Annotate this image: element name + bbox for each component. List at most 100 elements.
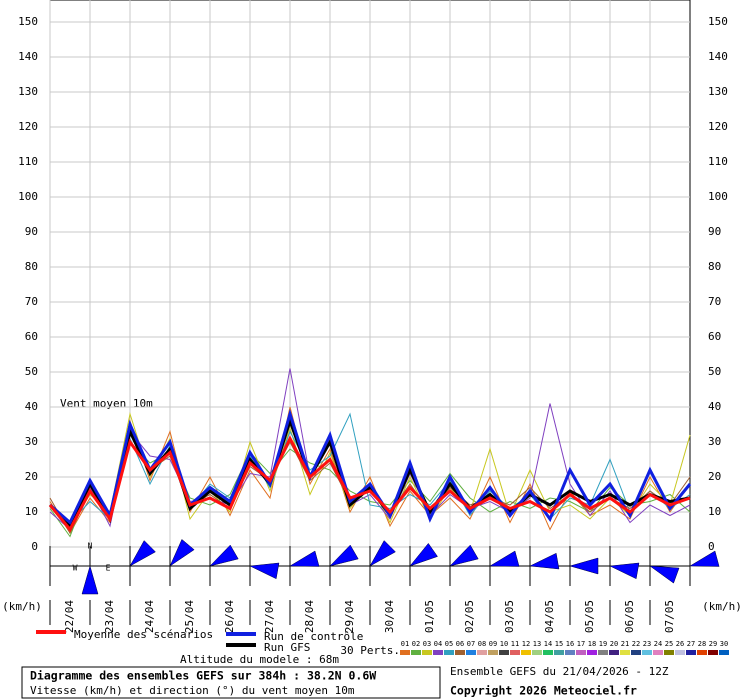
- y-tick-label: 100: [18, 190, 38, 203]
- legend-label: 07: [467, 640, 475, 648]
- legend-swatch: [499, 650, 509, 655]
- y-tick-label: 10: [708, 505, 721, 518]
- legend-label: 08: [478, 640, 486, 648]
- x-tick-label: 07/05: [663, 600, 676, 633]
- perturbations-title: 30 Perts.: [340, 644, 400, 657]
- legend-swatch: [631, 650, 641, 655]
- legend-swatch: [543, 650, 553, 655]
- legend-label: 14: [544, 640, 552, 648]
- legend-swatch: [455, 650, 465, 655]
- legend-swatch: [708, 650, 718, 655]
- legend-label: 23: [643, 640, 651, 648]
- y-tick-label: 70: [25, 295, 38, 308]
- y-tick-label: 40: [25, 400, 38, 413]
- legend-swatch: [433, 650, 443, 655]
- legend-label: 24: [654, 640, 662, 648]
- legend-label: 01: [401, 640, 409, 648]
- legend-swatch: [565, 650, 575, 655]
- legend-label: 02: [412, 640, 420, 648]
- legend-swatch: [675, 650, 685, 655]
- legend-label: 28: [698, 640, 706, 648]
- x-tick-label: 26/04: [223, 600, 236, 633]
- y-tick-label: 120: [708, 120, 728, 133]
- x-tick-label: 30/04: [383, 600, 396, 633]
- y-tick-label: 80: [25, 260, 38, 273]
- y-tick-label: 40: [708, 400, 721, 413]
- legend-label: 12: [522, 640, 530, 648]
- copyright: Copyright 2026 Meteociel.fr: [450, 684, 637, 698]
- annotation: Vent moyen 10m: [60, 397, 153, 410]
- y-unit: (km/h): [2, 600, 42, 613]
- legend-label: Run GFS: [264, 641, 310, 654]
- series-line: [48, 435, 691, 533]
- wind-wedge: [289, 550, 320, 567]
- x-tick-label: 27/04: [263, 600, 276, 633]
- compass-letter: W: [73, 564, 78, 573]
- legend-label: 15: [555, 640, 563, 648]
- wind-wedge: [449, 544, 479, 567]
- legend-label: Moyenne des scénarios: [74, 628, 213, 641]
- y-tick-label: 120: [18, 120, 38, 133]
- wind-wedge: [169, 539, 195, 567]
- x-tick-label: 01/05: [423, 600, 436, 633]
- wind-wedge: [329, 544, 359, 567]
- wind-wedge: [649, 565, 680, 584]
- y-tick-label: 60: [708, 330, 721, 343]
- legend-label: 13: [533, 640, 541, 648]
- legend-label: 22: [632, 640, 640, 648]
- y-tick-label: 130: [18, 85, 38, 98]
- legend-label: 06: [456, 640, 464, 648]
- y-tick-label: 80: [708, 260, 721, 273]
- legend-label: 30: [720, 640, 728, 648]
- legend-label: 20: [610, 640, 618, 648]
- legend-label: 04: [434, 640, 442, 648]
- y-tick-label: 150: [708, 15, 728, 28]
- legend-swatch: [554, 650, 564, 655]
- y-tick-label: 10: [25, 505, 38, 518]
- x-tick-label: 04/05: [543, 600, 556, 633]
- legend-label: 09: [489, 640, 497, 648]
- x-tick-label: 05/05: [583, 600, 596, 633]
- legend-label: 21: [621, 640, 629, 648]
- legend-swatch: [620, 650, 630, 655]
- legend-swatch: [587, 650, 597, 655]
- y-tick-label: 60: [25, 330, 38, 343]
- legend-label: 25: [665, 640, 673, 648]
- y-tick-label: 50: [708, 365, 721, 378]
- wind-wedge: [369, 540, 396, 567]
- y-tick-label: 70: [708, 295, 721, 308]
- legend-label: 03: [423, 640, 431, 648]
- wind-wedge: [209, 544, 239, 567]
- wind-wedge: [689, 550, 720, 567]
- legend-label: 29: [709, 640, 717, 648]
- legend-swatch: [642, 650, 652, 655]
- legend-label: 16: [566, 640, 574, 648]
- info-title: Diagramme des ensembles GEFS sur 384h : …: [30, 669, 376, 683]
- legend-swatch: [521, 650, 531, 655]
- wind-wedge: [529, 552, 560, 570]
- x-tick-label: 02/05: [463, 600, 476, 633]
- x-tick-label: 28/04: [303, 600, 316, 633]
- y-tick-label: 150: [18, 15, 38, 28]
- compass-letter: E: [106, 564, 111, 573]
- legend-label: 19: [599, 640, 607, 648]
- compass-letter: N: [88, 542, 93, 551]
- legend-swatch: [686, 650, 696, 655]
- y-tick-label: 0: [31, 540, 38, 553]
- legend-swatch: [697, 650, 707, 655]
- wind-wedge: [409, 542, 438, 567]
- legend-swatch: [477, 650, 487, 655]
- wind-wedge: [609, 562, 640, 580]
- info-subtitle: Vitesse (km/h) et direction (°) du vent …: [30, 684, 355, 697]
- y-tick-label: 130: [708, 85, 728, 98]
- legend-label: Run de contrôle: [264, 630, 363, 643]
- legend-swatch: [532, 650, 542, 655]
- x-tick-label: 29/04: [343, 600, 356, 633]
- x-tick-label: 23/04: [103, 600, 116, 633]
- x-tick-label: 03/05: [503, 600, 516, 633]
- wind-wedge: [249, 562, 280, 580]
- legend-swatch: [576, 650, 586, 655]
- legend-swatch: [664, 650, 674, 655]
- y-tick-label: 30: [708, 435, 721, 448]
- legend-swatch: [444, 650, 454, 655]
